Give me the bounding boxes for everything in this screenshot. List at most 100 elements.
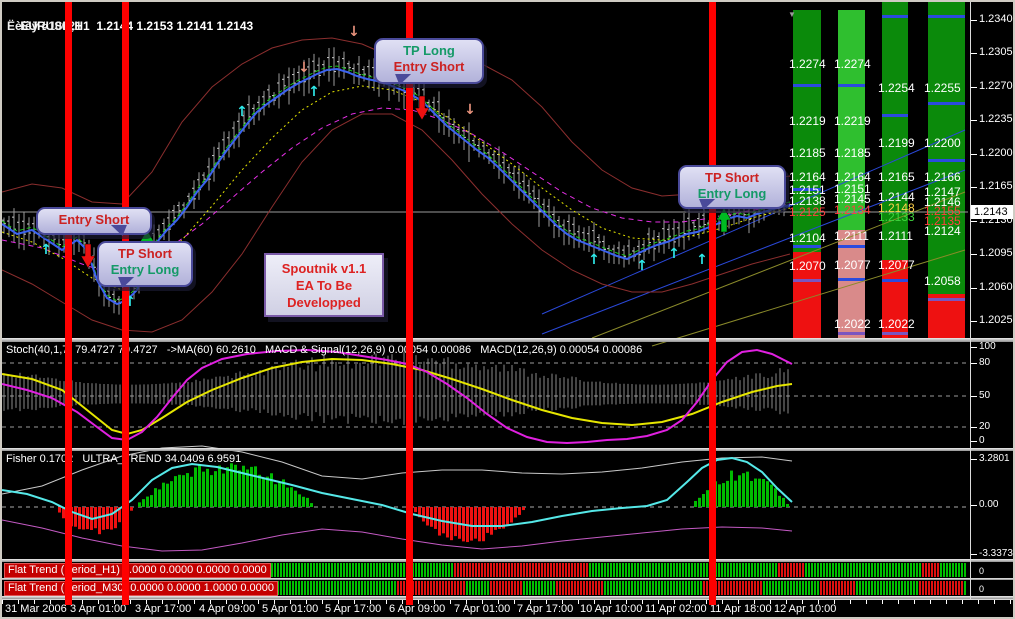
fisher-histogram-bar	[482, 507, 485, 542]
flat-trend-bar	[451, 563, 453, 577]
panel-separator[interactable]	[2, 596, 1013, 599]
column-price-label: 1.2135	[924, 214, 961, 228]
flat-trend-bar	[586, 581, 588, 595]
up-arrow-icon: ↑	[40, 242, 52, 258]
flat-trend-bar	[331, 581, 333, 595]
flat-trend-bar	[883, 563, 885, 577]
bubble-text-line: TP Long	[403, 43, 455, 58]
fisher-histogram-bar	[762, 479, 765, 507]
flat-trend-bar	[601, 563, 603, 577]
fisher-histogram-bar	[310, 503, 313, 507]
flat-trend-bar	[481, 581, 483, 595]
flat-trend-bar	[502, 581, 504, 595]
column-price-label: 1.2151	[789, 183, 826, 197]
panel-separator[interactable]	[2, 578, 1013, 580]
panel-separator[interactable]	[2, 448, 1013, 451]
flat-trend-bar	[637, 581, 639, 595]
flat-trend-bar	[442, 563, 444, 577]
fisher-histogram-bar	[730, 470, 733, 507]
flat-trend-bar	[379, 563, 381, 577]
flat-trend-bar	[559, 581, 561, 595]
flat-trend-bar	[619, 563, 621, 577]
flat-trend-bar	[319, 581, 321, 595]
flat-trend-bar	[559, 563, 561, 577]
flat-trend-bar	[298, 563, 300, 577]
flat-trend-bar	[553, 563, 555, 577]
flat-trend-bar	[754, 581, 756, 595]
bubble-tp-long-entry-short-top[interactable]: TP Long Entry Short	[374, 38, 484, 84]
flat-trend-bar	[448, 563, 450, 577]
flat-trend-bar	[355, 581, 357, 595]
flat-trend-bar	[736, 563, 738, 577]
flat-trend-bar	[652, 581, 654, 595]
column-level-mark	[882, 114, 908, 117]
down-arrow-icon: ↓	[298, 60, 310, 76]
flat-trend-bar	[517, 563, 519, 577]
flat-trend-bar	[892, 563, 894, 577]
flat-trend-bar	[901, 563, 903, 577]
fisher-histogram-bar	[302, 496, 305, 507]
flat-trend-bar	[370, 581, 372, 595]
flat-trend-bar	[370, 563, 372, 577]
column-segment	[793, 252, 821, 338]
flat-trend-bar	[472, 581, 474, 595]
fisher-histogram-bar	[206, 468, 209, 507]
flat-trend-bar	[478, 563, 480, 577]
flat-trend-bar	[280, 563, 282, 577]
flat-trend-bar	[664, 563, 666, 577]
fisher-histogram-bar	[430, 507, 433, 527]
flat-trend-bar	[628, 581, 630, 595]
price-scale-tick	[971, 120, 977, 121]
flat-trend-bar	[640, 563, 642, 577]
flat-trend-bar	[367, 563, 369, 577]
flat-trend-bar	[790, 563, 792, 577]
flat-trend-bar	[673, 563, 675, 577]
column-segment	[882, 260, 908, 338]
bubble-tp-short-entry-long-left[interactable]: TP Short Entry Long	[97, 241, 193, 287]
flat-trend-bar	[679, 581, 681, 595]
flat-scale-label: 0	[979, 584, 985, 594]
flat-trend-bar	[907, 581, 909, 595]
column-price-label: 1.2219	[834, 114, 871, 128]
flat-trend-bar	[805, 563, 807, 577]
price-scale-label: 1.2270	[979, 80, 1013, 92]
fisher-histogram-bar	[718, 484, 721, 507]
flat-trend-bar	[580, 581, 582, 595]
panel-separator[interactable]	[2, 559, 1013, 562]
time-axis-label: 11 Apr 02:00	[645, 603, 707, 615]
flat-trend-bar	[685, 563, 687, 577]
flat-trend-bar	[745, 563, 747, 577]
fisher-histogram-bar	[694, 500, 697, 507]
fisher-histogram-bar	[418, 507, 421, 518]
fisher-histogram-bar	[270, 473, 273, 507]
column-price-label: 1.2133	[878, 210, 915, 224]
flat-trend-bar	[487, 563, 489, 577]
flat-trend-bar	[499, 581, 501, 595]
flat-trend-bar	[349, 581, 351, 595]
flat-trend-bar	[838, 581, 840, 595]
flat-trend-bar	[391, 563, 393, 577]
price-scale-label: 1.2340	[979, 13, 1013, 25]
flat-trend-bar	[301, 563, 303, 577]
column-price-label: 1.2314	[924, 2, 961, 3]
vertical-red-line[interactable]	[65, 2, 72, 605]
panel-separator[interactable]	[2, 338, 1013, 342]
flat-trend-bar	[811, 581, 813, 595]
column-level-mark	[928, 15, 965, 18]
vertical-red-line[interactable]	[709, 2, 716, 605]
note-box-spoutnik[interactable]: Spoutnik v1.1 EA To Be Developped	[264, 253, 384, 317]
flat-trend-bar	[463, 563, 465, 577]
flat-trend-bar	[700, 581, 702, 595]
flat-trend-bar	[808, 581, 810, 595]
fisher-histogram-bar	[194, 467, 197, 507]
fisher-histogram-bar	[454, 507, 457, 537]
bubble-entry-short-left[interactable]: Entry Short	[36, 207, 152, 235]
flat-trend-bar	[703, 563, 705, 577]
vertical-red-line[interactable]	[406, 2, 413, 605]
price-scale-tick	[971, 20, 977, 21]
bubble-tp-short-entry-long-right[interactable]: TP Short Entry Long	[678, 165, 786, 209]
column-level-mark	[882, 332, 908, 335]
up-arrow-icon: ↑	[236, 104, 248, 120]
vertical-red-line[interactable]	[122, 2, 129, 605]
fisher-histogram-bar	[178, 474, 181, 507]
